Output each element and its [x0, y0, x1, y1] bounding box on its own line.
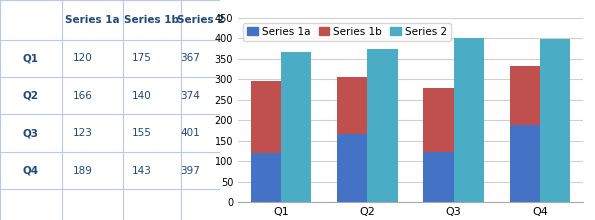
Bar: [540, 39, 570, 202]
Bar: [510, 125, 540, 202]
Text: 397: 397: [180, 165, 201, 176]
Bar: [454, 38, 484, 202]
Bar: [368, 49, 397, 202]
Text: Q1: Q1: [23, 53, 39, 63]
Text: Series 1b: Series 1b: [124, 15, 180, 25]
Bar: [337, 77, 368, 134]
Legend: Series 1a, Series 1b, Series 2: Series 1a, Series 1b, Series 2: [243, 23, 452, 41]
Text: 155: 155: [132, 128, 152, 138]
Text: 140: 140: [132, 91, 152, 101]
Bar: [337, 134, 368, 202]
Bar: [251, 153, 281, 202]
Text: 123: 123: [73, 128, 92, 138]
Text: 120: 120: [73, 53, 92, 63]
Bar: [424, 152, 454, 202]
Text: 189: 189: [73, 165, 92, 176]
Text: 374: 374: [180, 91, 201, 101]
Text: 166: 166: [73, 91, 92, 101]
Text: Series 2: Series 2: [177, 15, 224, 25]
Text: Series 1a: Series 1a: [65, 15, 120, 25]
Text: 175: 175: [132, 53, 152, 63]
Bar: [281, 52, 311, 202]
Bar: [251, 81, 281, 153]
Text: Q2: Q2: [23, 91, 39, 101]
Text: Q4: Q4: [23, 165, 39, 176]
Text: 367: 367: [180, 53, 201, 63]
Text: Q3: Q3: [23, 128, 39, 138]
Text: 401: 401: [181, 128, 201, 138]
Bar: [510, 66, 540, 125]
Text: 143: 143: [132, 165, 152, 176]
Bar: [424, 88, 454, 152]
